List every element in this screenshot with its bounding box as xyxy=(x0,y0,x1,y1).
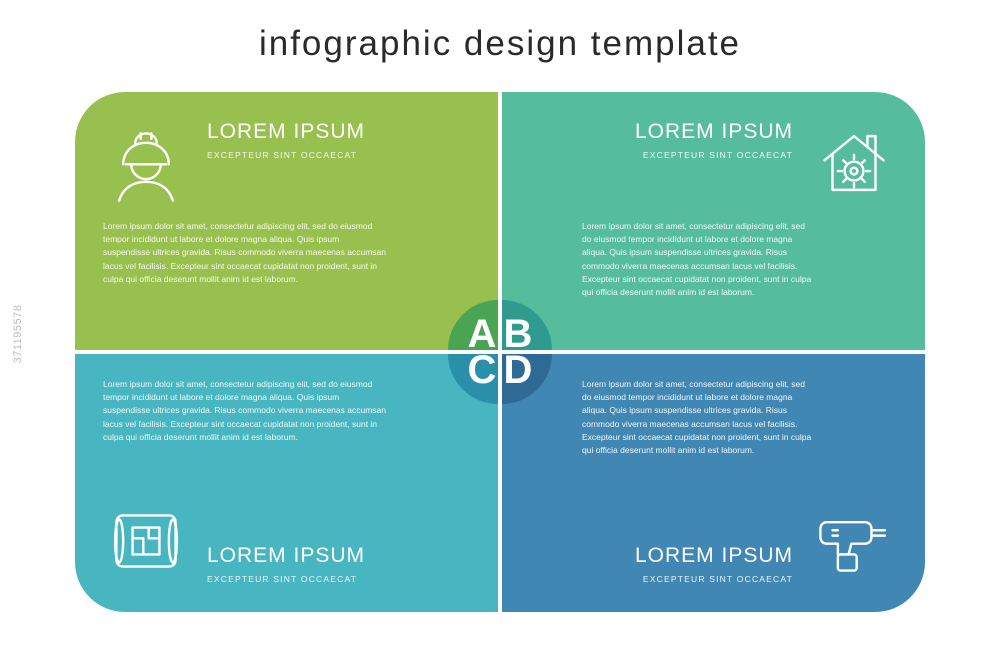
card-c-badge: C xyxy=(448,354,498,404)
card-c-title: LOREM IPSUM xyxy=(207,544,365,568)
card-a-title: LOREM IPSUM xyxy=(207,120,365,144)
card-d-letter: D xyxy=(504,354,533,393)
card-a: LOREM IPSUM EXCEPTEUR SINT OCCAECAT Lore… xyxy=(75,92,498,350)
card-a-body: Lorem ipsum dolor sit amet, consectetur … xyxy=(75,206,415,300)
card-c-heading: LOREM IPSUM EXCEPTEUR SINT OCCAECAT xyxy=(207,544,365,584)
blueprint-icon xyxy=(103,498,189,584)
card-b: LOREM IPSUM EXCEPTEUR SINT OCCAECAT Lore… xyxy=(502,92,925,350)
house-gear-icon xyxy=(811,120,897,206)
card-a-letter: A xyxy=(468,312,497,351)
card-c-letter: C xyxy=(468,354,497,393)
card-c: Lorem ipsum dolor sit amet, consectetur … xyxy=(75,354,498,612)
card-d-subtitle: EXCEPTEUR SINT OCCAECAT xyxy=(635,574,793,584)
card-grid: LOREM IPSUM EXCEPTEUR SINT OCCAECAT Lore… xyxy=(75,92,925,612)
worker-icon xyxy=(103,120,189,206)
card-c-subtitle: EXCEPTEUR SINT OCCAECAT xyxy=(207,574,365,584)
card-a-heading: LOREM IPSUM EXCEPTEUR SINT OCCAECAT xyxy=(207,120,365,160)
card-d-heading: LOREM IPSUM EXCEPTEUR SINT OCCAECAT xyxy=(635,544,793,584)
page-title: infographic design template xyxy=(0,24,1000,64)
card-b-body: Lorem ipsum dolor sit amet, consectetur … xyxy=(502,206,842,313)
watermark: 371195578 xyxy=(12,304,24,363)
drill-icon xyxy=(811,498,897,584)
card-d-body: Lorem ipsum dolor sit amet, consectetur … xyxy=(502,354,842,471)
card-a-subtitle: EXCEPTEUR SINT OCCAECAT xyxy=(207,150,365,160)
card-d-title: LOREM IPSUM xyxy=(635,544,793,568)
card-b-heading: LOREM IPSUM EXCEPTEUR SINT OCCAECAT xyxy=(635,120,793,160)
card-b-subtitle: EXCEPTEUR SINT OCCAECAT xyxy=(635,150,793,160)
card-a-badge: A xyxy=(448,300,498,350)
card-c-body: Lorem ipsum dolor sit amet, consectetur … xyxy=(75,354,415,458)
card-b-title: LOREM IPSUM xyxy=(635,120,793,144)
card-d: Lorem ipsum dolor sit amet, consectetur … xyxy=(502,354,925,612)
card-b-letter: B xyxy=(504,312,533,351)
